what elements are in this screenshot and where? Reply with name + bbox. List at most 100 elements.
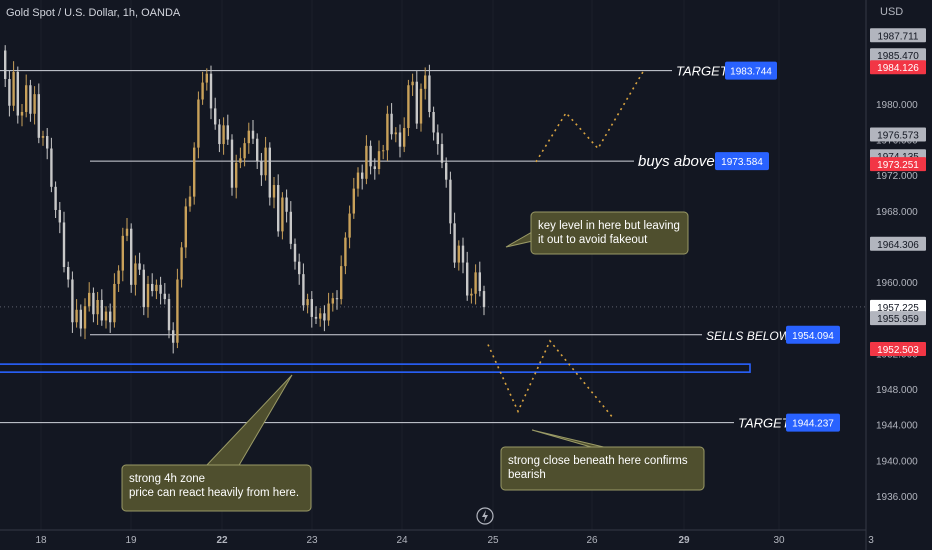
price-axis-badge-value: 1955.959 <box>877 314 919 325</box>
price-axis-badge-value: 1985.470 <box>877 51 919 62</box>
price-labels: 1987.7111985.4701984.1261976.5731974.135… <box>870 28 926 356</box>
price-axis-badge <box>870 157 926 172</box>
candle-body <box>361 172 364 179</box>
x-tick-label: 3 <box>868 535 874 546</box>
candle-body <box>243 143 246 159</box>
y-tick-label: 1960.000 <box>876 278 918 289</box>
callout-box[interactable] <box>121 464 312 512</box>
y-tick-label: 1944.000 <box>876 421 918 432</box>
level-price-value: 1954.094 <box>792 331 834 342</box>
callout-text: strong close beneath here confirms <box>508 455 688 467</box>
candle-body <box>457 245 460 263</box>
candle-body <box>298 261 301 275</box>
callout-text: bearish <box>508 469 546 481</box>
callout-box[interactable] <box>500 446 705 491</box>
price-axis-badge <box>870 299 926 314</box>
candle-body <box>256 138 259 161</box>
x-tick-label: 19 <box>125 535 137 546</box>
y-tick-label: 1948.000 <box>876 385 918 396</box>
candle-body <box>58 209 61 223</box>
projections <box>487 69 645 418</box>
candle-body <box>440 144 444 163</box>
x-tick-label: 30 <box>773 535 785 546</box>
candle-body <box>37 94 40 138</box>
candle-body <box>46 136 49 149</box>
x-tick-label: 25 <box>487 535 499 546</box>
price-axis-badge-value: 1952.503 <box>877 345 919 356</box>
replay-icon[interactable] <box>476 507 494 525</box>
candle-body <box>50 148 53 187</box>
candle-body <box>16 71 19 116</box>
candle-body <box>151 283 154 292</box>
candle-body <box>235 162 238 188</box>
price-axis-badge <box>870 236 926 251</box>
candle-body <box>176 279 179 343</box>
candle-body <box>222 125 225 145</box>
candle-body <box>130 228 133 285</box>
bearish-projection-path <box>487 339 613 418</box>
symbol-title: Gold Spot / U.S. Dollar, 1h, OANDA <box>6 7 181 19</box>
y-tick-label: 1940.000 <box>876 456 918 467</box>
level-name: SELLS BELOW <box>706 329 792 343</box>
price-axis-badge <box>870 127 926 142</box>
candle-body <box>289 211 292 244</box>
x-tick-label: 29 <box>678 535 690 546</box>
candle-body <box>478 272 481 292</box>
candle-body <box>71 279 74 323</box>
callout-box[interactable] <box>530 211 689 255</box>
candle-body <box>390 113 393 135</box>
candle-body <box>382 150 385 152</box>
y-tick-label: 1972.000 <box>876 171 918 182</box>
candle-body <box>340 266 343 300</box>
x-tick-label: 23 <box>306 535 318 546</box>
candle-body <box>180 247 183 280</box>
candle-body <box>293 243 297 262</box>
candle-body <box>432 111 435 133</box>
candle-body <box>184 206 187 248</box>
candle-body <box>172 330 175 343</box>
candle-body <box>92 292 95 315</box>
candle-body <box>373 166 376 170</box>
candle-body <box>117 270 120 284</box>
level-price-value: 1973.584 <box>721 157 763 168</box>
candle-body <box>218 124 221 145</box>
candle-body <box>281 197 284 232</box>
candle-body <box>403 128 406 147</box>
candle-body <box>167 299 171 331</box>
price-axis-badge-value: 1964.306 <box>877 240 919 251</box>
candle-body <box>445 162 448 180</box>
candle-body <box>352 188 355 214</box>
candle-body <box>344 237 347 267</box>
candle-body <box>209 73 213 109</box>
candle-body <box>62 222 66 268</box>
price-axis-badge-value: 1976.573 <box>877 130 919 141</box>
candle-body <box>436 132 439 145</box>
candle-body <box>96 299 99 315</box>
candle-body <box>419 88 423 124</box>
level-price-value: 1983.744 <box>730 67 772 78</box>
price-axis-badge <box>870 28 926 43</box>
candle-body <box>424 75 427 89</box>
candle-body <box>138 263 141 270</box>
candle-body <box>348 213 351 238</box>
candle-body <box>155 284 158 292</box>
candle-body <box>319 313 322 319</box>
strong-4h-zone[interactable] <box>0 363 751 373</box>
time-axis[interactable]: 18 19 22 23 24 25 26 29 30 3 <box>35 535 874 546</box>
candle-body <box>482 291 486 308</box>
candle-body <box>268 147 271 198</box>
candle-body <box>331 298 334 304</box>
candle-body <box>8 79 11 106</box>
price-axis-badge-value: 1957.225 <box>877 303 919 314</box>
candles <box>4 45 486 354</box>
callout-text: strong 4h zone <box>129 473 205 485</box>
price-axis-badge <box>870 48 926 63</box>
candle-body <box>394 132 397 135</box>
candle-body <box>33 94 36 114</box>
candle-body <box>260 160 263 176</box>
candle-body <box>327 303 330 321</box>
candle-body <box>113 283 116 323</box>
candle-body <box>365 145 368 179</box>
